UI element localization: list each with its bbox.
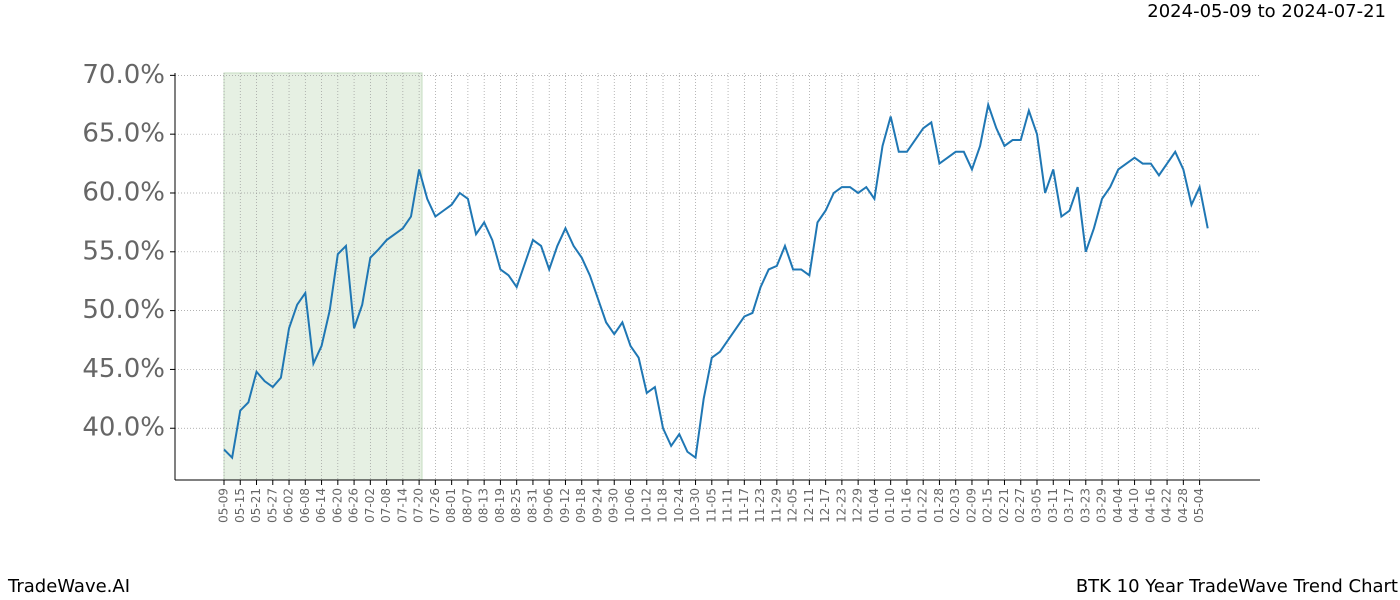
x-tick-label: 10-24 [672, 488, 686, 523]
y-tick-label: 70.0% [82, 60, 165, 90]
x-tick-label: 12-23 [834, 488, 848, 523]
subtitle: 2024-05-09 to 2024-07-21 [1147, 1, 1386, 22]
x-tick-label: 01-04 [867, 488, 881, 523]
x-tick-label: 01-16 [899, 488, 913, 523]
x-tick-label: 01-10 [883, 488, 897, 523]
x-tick-label: 07-20 [412, 488, 426, 523]
x-tick-label: 03-11 [1046, 488, 1060, 523]
x-tick-label: 04-10 [1127, 488, 1141, 523]
x-tick-label: 06-20 [330, 488, 344, 523]
x-tick-label: 03-23 [1078, 488, 1092, 523]
x-tick-label: 08-07 [460, 488, 474, 523]
x-tick-label: 04-04 [1111, 488, 1125, 523]
x-tick-label: 08-13 [477, 488, 491, 523]
y-tick-label: 45.0% [82, 354, 165, 384]
x-tick-label: 11-17 [737, 488, 751, 523]
x-tick-label: 01-28 [932, 488, 946, 523]
x-tick-label: 05-04 [1192, 488, 1206, 523]
x-tick-label: 10-12 [639, 488, 653, 523]
footer-left: TradeWave.AI [7, 576, 130, 597]
x-tick-label: 09-12 [558, 488, 572, 523]
x-tick-label: 06-26 [347, 488, 361, 523]
x-tick-label: 02-27 [1013, 488, 1027, 523]
y-tick-label: 65.0% [82, 119, 165, 149]
trend-line [223, 100, 1209, 460]
x-tick-label: 08-31 [525, 488, 539, 523]
x-tick-label: 10-06 [623, 488, 637, 523]
x-tick-label: 10-30 [688, 488, 702, 523]
x-tick-label: 09-30 [607, 488, 621, 523]
footer-right: BTK 10 Year TradeWave Trend Chart [1076, 576, 1398, 597]
x-tick-label: 07-08 [379, 488, 393, 523]
x-tick-label: 11-23 [753, 488, 767, 523]
x-tick-label: 03-29 [1095, 488, 1109, 523]
x-tick-label: 06-02 [282, 488, 296, 523]
y-tick-label: 40.0% [82, 413, 165, 443]
x-tick-label: 05-09 [217, 488, 231, 523]
x-tick-label: 07-26 [428, 488, 442, 523]
x-tick-label: 08-19 [493, 488, 507, 523]
x-tick-label: 11-29 [769, 488, 783, 523]
x-tick-label: 06-14 [314, 488, 328, 523]
x-tick-label: 03-17 [1062, 488, 1076, 523]
x-tick-label: 12-29 [851, 488, 865, 523]
x-tick-label: 12-05 [786, 488, 800, 523]
x-tick-label: 04-16 [1143, 488, 1157, 523]
x-tick-label: 09-24 [590, 488, 604, 523]
x-tick-label: 08-01 [444, 488, 458, 523]
x-tick-label: 11-11 [721, 488, 735, 523]
y-tick-label: 60.0% [82, 177, 165, 207]
x-tick-label: 02-15 [981, 488, 995, 523]
y-tick-label: 50.0% [82, 295, 165, 325]
x-tick-label: 05-15 [233, 488, 247, 523]
x-tick-label: 12-11 [802, 488, 816, 523]
x-tick-label: 04-22 [1160, 488, 1174, 523]
x-tick-label: 02-03 [948, 488, 962, 523]
x-tick-label: 02-09 [964, 488, 978, 523]
x-tick-label: 04-28 [1176, 488, 1190, 523]
x-tick-label: 05-27 [265, 488, 279, 523]
x-tick-label: 01-22 [916, 488, 930, 523]
x-tick-label: 02-21 [997, 488, 1011, 523]
highlight-region [223, 72, 423, 481]
y-tick-label: 55.0% [82, 236, 165, 266]
x-tick-label: 03-05 [1030, 488, 1044, 523]
x-tick-label: 07-02 [363, 488, 377, 523]
x-tick-label: 07-14 [395, 488, 409, 523]
x-tick-label: 09-06 [542, 488, 556, 523]
x-tick-label: 06-08 [298, 488, 312, 523]
x-tick-label: 05-21 [249, 488, 263, 523]
x-tick-label: 09-18 [574, 488, 588, 523]
x-tick-label: 11-05 [704, 488, 718, 523]
x-tick-label: 08-25 [509, 488, 523, 523]
x-tick-label: 10-18 [656, 488, 670, 523]
x-tick-label: 12-17 [818, 488, 832, 523]
